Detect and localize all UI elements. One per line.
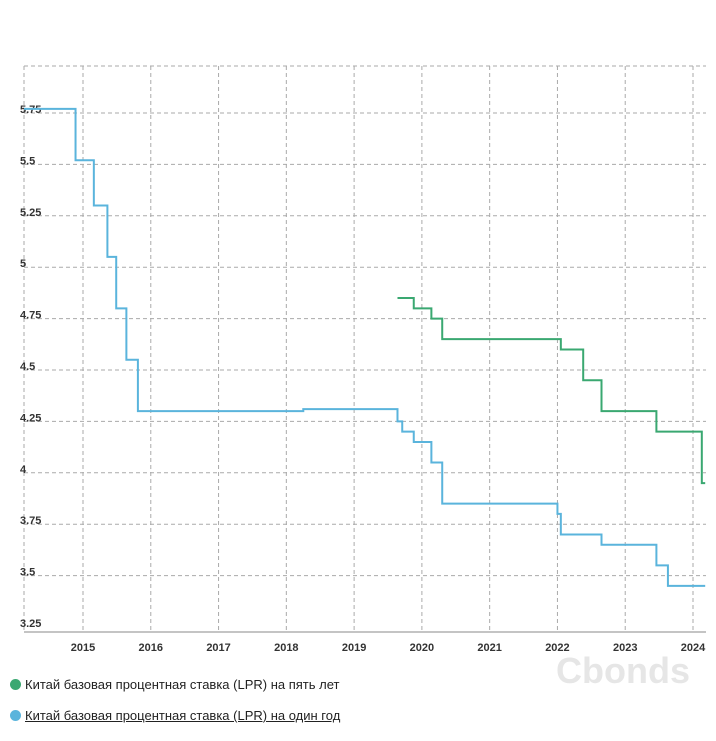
x-tick-label: 2023: [613, 642, 637, 654]
y-tick-label: 4: [20, 464, 27, 476]
y-tick-label: 3.5: [20, 567, 35, 579]
y-axis-ticks: 3.25 3.5 3.75 4 4.25 4.5 4.75 5 5.25 5.5 5.75: [20, 104, 41, 630]
x-tick-label: 2024: [681, 642, 706, 654]
series-line-five-year: [397, 297, 706, 485]
x-tick-label: 2021: [477, 642, 501, 654]
legend-label-five-year: Китай базовая процентная ставка (LPR) на…: [25, 677, 340, 692]
y-tick-label: 4.25: [20, 412, 41, 424]
y-tick-label: 5: [20, 258, 26, 270]
y-tick-label: 3.25: [20, 618, 41, 630]
series-lines: [24, 107, 706, 587]
chart: 3.25 3.5 3.75 4 4.25 4.5 4.75 5 5.25 5.5 5.75 2015…: [20, 65, 706, 654]
legend-marker-one-year: [10, 710, 21, 721]
legend-label-one-year: Китай базовая процентная ставка (LPR) на…: [25, 708, 341, 723]
legend-item-one-year[interactable]: Китай базовая процентная ставка (LPR) на…: [10, 708, 340, 723]
legend-item-five-year[interactable]: Китай базовая процентная ставка (LPR) на…: [10, 677, 339, 692]
legend-marker-five-year: [10, 679, 21, 690]
x-tick-label: 2019: [342, 642, 366, 654]
x-tick-label: 2016: [139, 642, 163, 654]
x-axis-ticks: 2015 2016 2017 2018 2019 2020 2021 2022 2023 2024: [71, 642, 706, 654]
y-tick-label: 5.5: [20, 155, 35, 167]
y-tick-label: 3.75: [20, 515, 41, 527]
x-tick-label: 2015: [71, 642, 95, 654]
y-tick-label: 4.75: [20, 310, 41, 322]
y-tick-label: 5.25: [20, 207, 41, 219]
x-tick-label: 2017: [206, 642, 230, 654]
x-tick-label: 2020: [410, 642, 434, 654]
y-tick-label: 5.75: [20, 104, 41, 116]
series-line-one-year: [24, 107, 706, 587]
x-tick-label: 2022: [545, 642, 569, 654]
y-tick-label: 4.5: [20, 361, 35, 373]
watermark-logo: Cbonds: [556, 650, 690, 691]
x-tick-label: 2018: [274, 642, 298, 654]
